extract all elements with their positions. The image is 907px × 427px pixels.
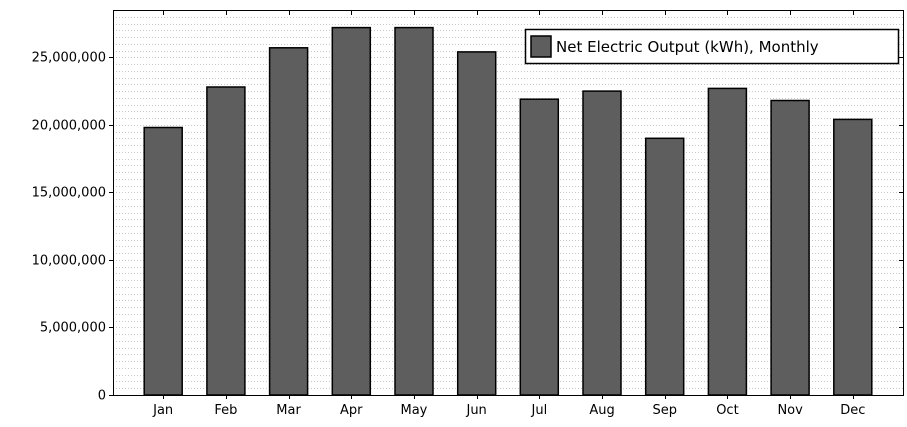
x-tick-label: Mar [276,403,301,418]
bar-oct [707,87,748,396]
y-tick-label: 10,000,000 [32,254,106,269]
y-tick-label: 25,000,000 [32,51,106,66]
bar-may [394,26,434,396]
plot-frame [113,10,904,396]
bar-jun [456,51,497,396]
legend-box [524,28,900,65]
bars [143,26,873,396]
x-tick-label: Jan [152,403,173,418]
x-tick-label: Feb [214,403,237,418]
x-axis-ticks: Jan Feb Mar Apr May Jun Jul Aug Sep Oct Nov Dec [152,10,865,418]
x-tick-label: Apr [340,403,363,418]
legend-label: Net Electric Output (kWh), Monthly [556,38,819,56]
x-tick-label: Jun [465,403,486,418]
bar-jul [519,98,560,396]
x-tick-label: Dec [840,403,865,418]
bar-feb [206,86,246,396]
y-tick-label: 0 [98,389,106,404]
bar-apr [331,26,372,396]
bar-dec [833,118,873,396]
bar-nov [770,99,810,396]
legend: Net Electric Output (kWh), Monthly [524,28,900,65]
x-tick-label: May [401,403,428,418]
x-tick-label: Nov [777,403,803,418]
bar-sep [644,137,685,396]
y-tick-label: 5,000,000 [40,321,106,336]
x-tick-label: Sep [652,403,677,418]
x-tick-label: Oct [716,403,738,418]
y-tick-label: 20,000,000 [32,119,106,134]
y-axis-ticks: 0 5,000,000 10,000,000 15,000,000 20,000,000… [32,51,903,404]
legend-swatch [530,35,552,58]
x-tick-label: Jul [531,403,548,418]
bar-aug [582,90,622,396]
bar-jan [143,126,183,396]
x-tick-label: Aug [589,403,614,418]
y-tick-label: 15,000,000 [32,186,106,201]
bar-mar [268,47,309,396]
